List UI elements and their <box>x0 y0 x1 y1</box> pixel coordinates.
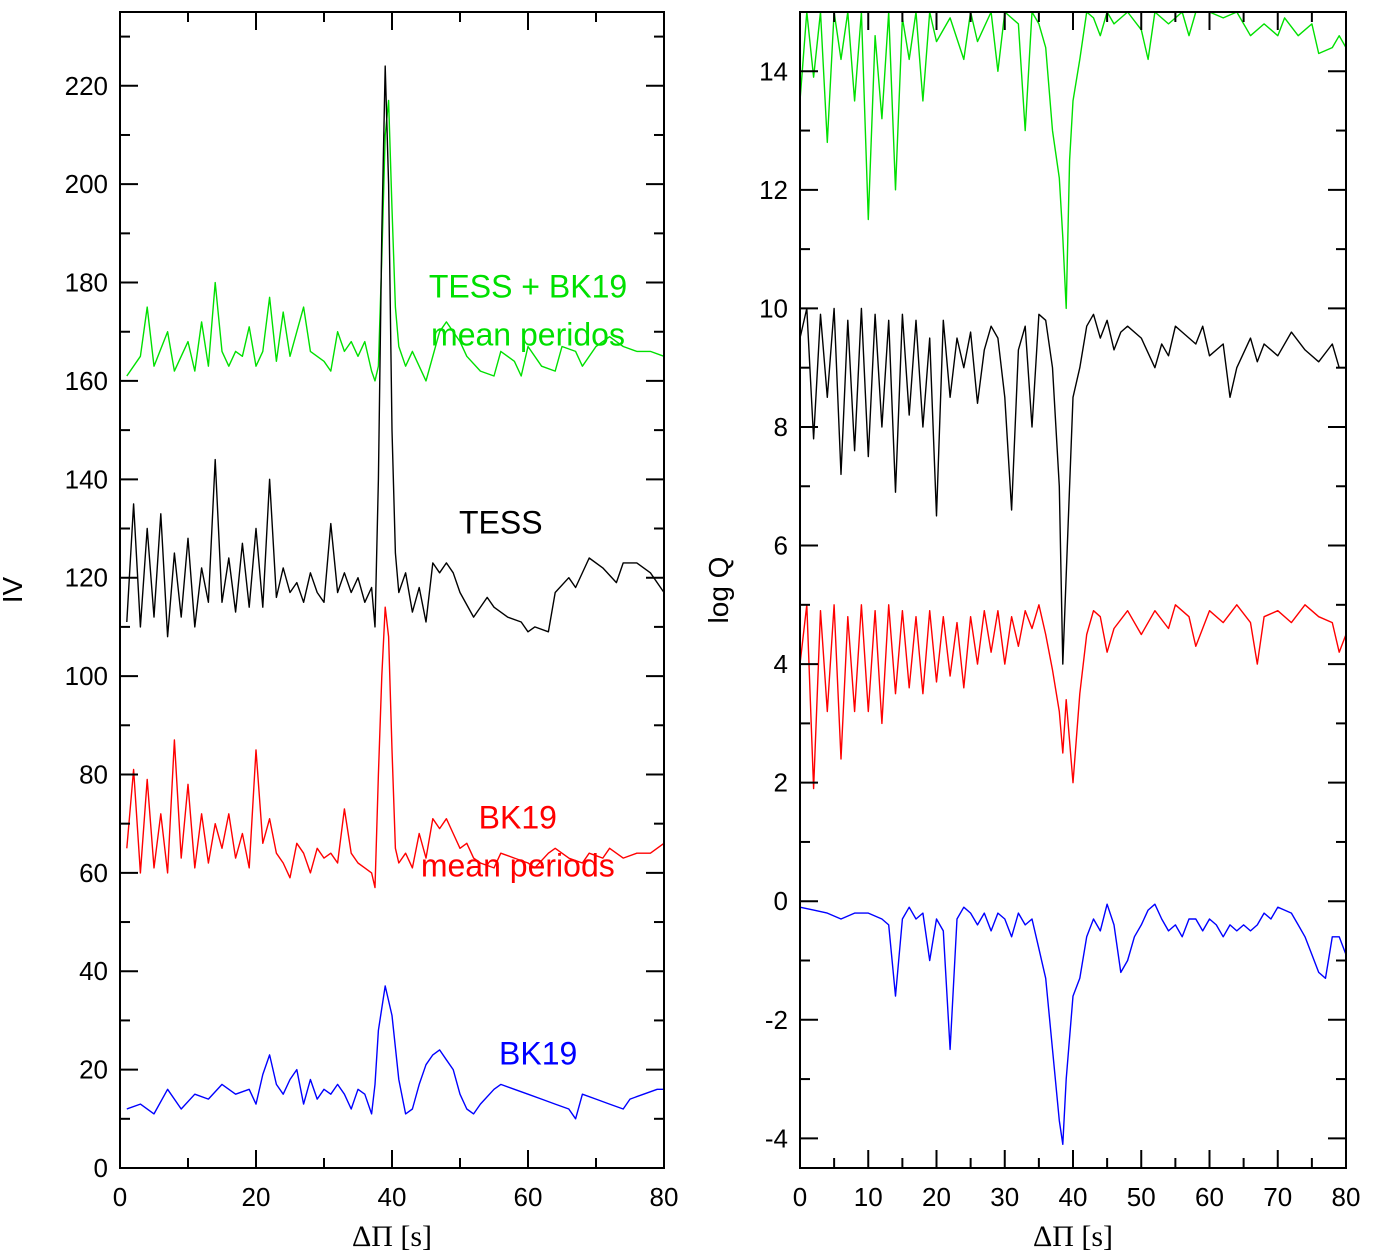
series-line-1-3 <box>799 903 1347 1145</box>
y-tick-label: 60 <box>79 858 108 888</box>
y-tick-label: 120 <box>65 563 108 593</box>
y-tick-label: 200 <box>65 169 108 199</box>
y-axis-label: log Q <box>703 557 734 624</box>
x-tick-label: 80 <box>1332 1182 1361 1212</box>
y-tick-label: 140 <box>65 464 108 494</box>
y-tick-label: 40 <box>79 956 108 986</box>
y-tick-label: 20 <box>79 1055 108 1085</box>
x-tick-label: 40 <box>1059 1182 1088 1212</box>
x-tick-label: 40 <box>378 1182 407 1212</box>
x-tick-label: 10 <box>854 1182 883 1212</box>
y-tick-label: 14 <box>759 56 788 86</box>
x-tick-label: 20 <box>242 1182 271 1212</box>
y-tick-label: 100 <box>65 661 108 691</box>
y-tick-label: 2 <box>774 768 788 798</box>
x-axis-label: ΔΠ [s] <box>352 1220 432 1253</box>
y-axis-label: IV <box>0 576 28 603</box>
series-line-0-2 <box>126 606 665 889</box>
right-panel: 0 10 20 30 40 50 60 70 80 -4 -2 0 2 4 6 8 10 12 14 ΔΠ [s] lo… <box>703 11 1361 1253</box>
series-annotation-3: BK19 <box>499 1036 577 1072</box>
series-line-0-1 <box>126 65 665 638</box>
series-annotation-2: BK19 <box>479 800 557 836</box>
series-line-1-1 <box>799 307 1346 665</box>
y-tick-label: -4 <box>765 1123 788 1153</box>
series-line-1-2 <box>799 604 1347 790</box>
x-tick-label: 20 <box>922 1182 951 1212</box>
y-tick-label: -2 <box>765 1005 788 1035</box>
y-tick-label: 180 <box>65 268 108 298</box>
y-tick-label: 8 <box>774 412 788 442</box>
series-line-0-0 <box>126 99 665 382</box>
x-tick-label: 30 <box>990 1182 1019 1212</box>
y-tick-label: 12 <box>759 175 788 205</box>
left-panel: 0 20 40 60 80 0 20 40 60 80 100 120 140 160 180 200 220 Δ… <box>0 11 679 1253</box>
series-annotation-0: TESS + BK19 <box>429 268 627 304</box>
x-tick-label: 60 <box>514 1182 543 1212</box>
x-tick-label: 70 <box>1263 1182 1292 1212</box>
x-tick-label: 80 <box>650 1182 679 1212</box>
x-tick-label: 50 <box>1127 1182 1156 1212</box>
y-tick-label: 6 <box>774 531 788 561</box>
series-annotation-0: mean peridos <box>431 316 625 352</box>
x-tick-label: 60 <box>1195 1182 1224 1212</box>
y-tick-label: 10 <box>759 293 788 323</box>
x-tick-label: 0 <box>793 1182 807 1212</box>
x-axis-label: ΔΠ [s] <box>1033 1220 1113 1253</box>
y-tick-label: 0 <box>774 886 788 916</box>
y-tick-label: 80 <box>79 759 108 789</box>
series-line-1-0 <box>799 11 1347 310</box>
y-tick-label: 0 <box>94 1153 108 1183</box>
series-line-0-3 <box>126 985 664 1120</box>
y-tick-label: 220 <box>65 71 108 101</box>
series-annotation-2: mean periods <box>421 848 615 884</box>
plot-frame <box>119 11 665 1169</box>
y-tick-label: 160 <box>65 366 108 396</box>
x-tick-label: 0 <box>113 1182 127 1212</box>
series-annotation-1: TESS <box>459 504 543 540</box>
y-tick-label: 4 <box>774 649 788 679</box>
